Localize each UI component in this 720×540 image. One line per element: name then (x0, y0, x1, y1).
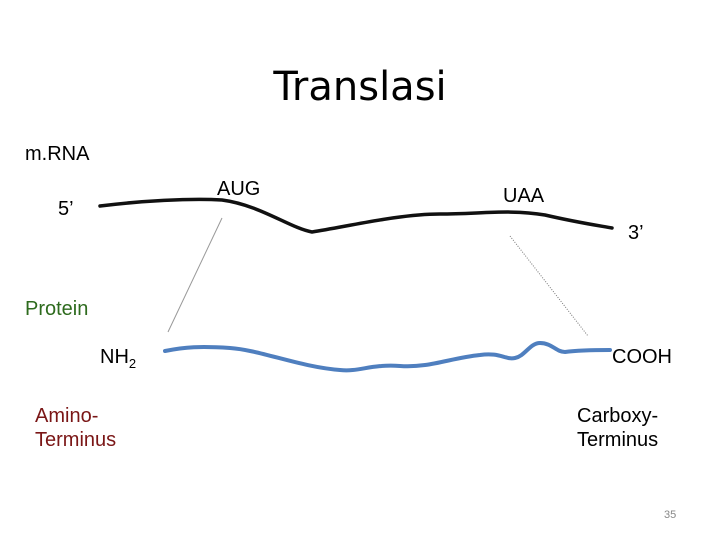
mrna-strand (98, 197, 614, 234)
three-prime: 3’ (628, 222, 644, 244)
mrna-label: m.RNA (25, 143, 90, 165)
guide-line (509, 235, 589, 337)
amino-terminus: Terminus (35, 429, 116, 451)
n-group-subscript: 2 (129, 356, 136, 371)
carboxy-terminus: Terminus (577, 429, 658, 451)
start-codon: AUG (217, 178, 260, 200)
protein-chain (163, 340, 612, 373)
carboxy-terminus: Carboxy- (577, 405, 658, 427)
protein-label: Protein (25, 298, 88, 320)
n-group-text: NH (100, 346, 129, 368)
n-group: NH2 (100, 346, 136, 371)
page-number: 35 (664, 509, 676, 521)
stop-codon: UAA (503, 185, 545, 207)
guide-line (167, 217, 223, 333)
five-prime: 5’ (58, 198, 74, 220)
title: Translasi (272, 64, 446, 110)
amino-terminus: Amino- (35, 405, 98, 427)
c-group: COOH (612, 346, 672, 368)
